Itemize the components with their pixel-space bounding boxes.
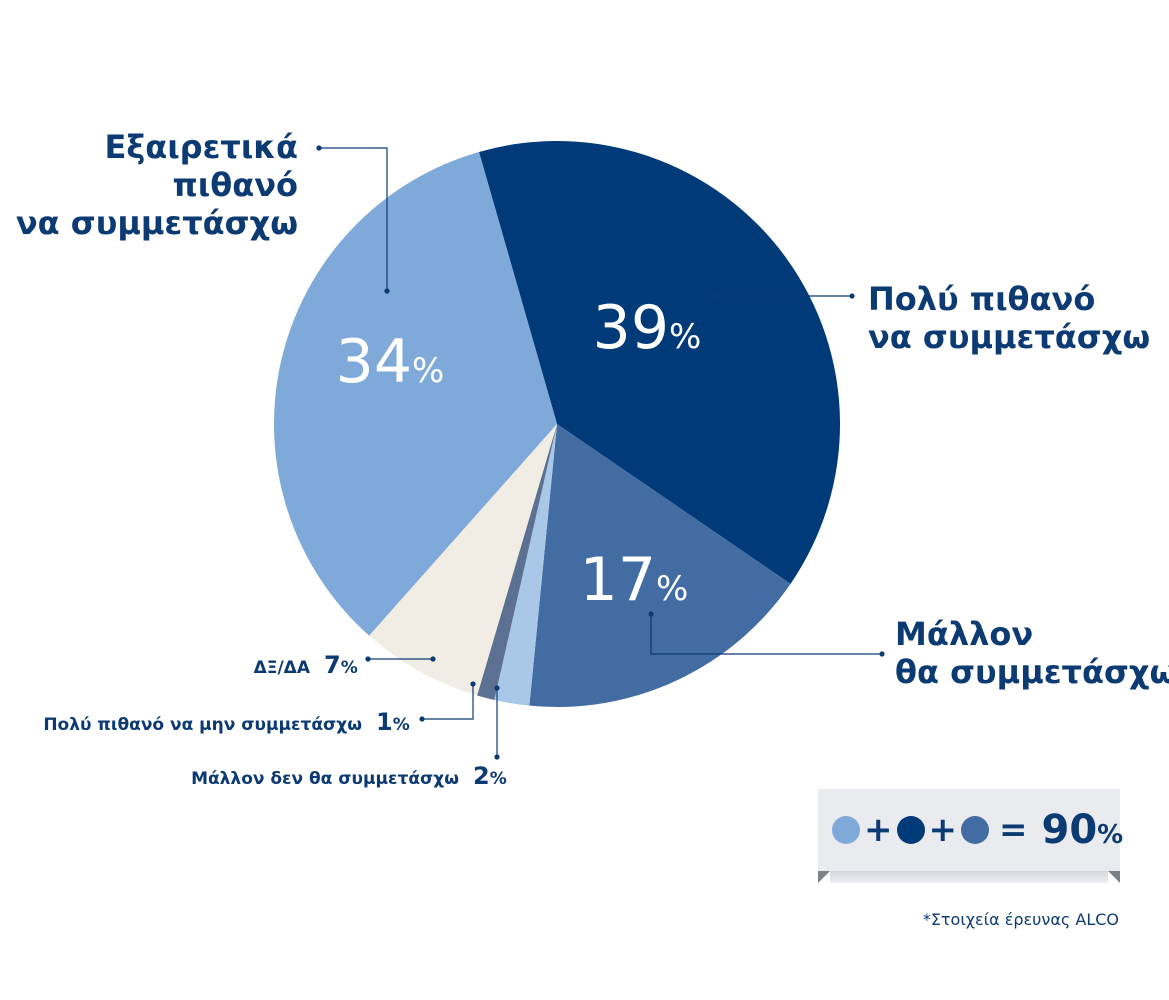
summary-total-value: 90 xyxy=(1041,807,1098,853)
leader-dk-na-dot-0 xyxy=(365,656,371,662)
value-label-very-likely: 39% xyxy=(593,293,702,363)
summary-dot-very-likely xyxy=(896,816,925,844)
leader-very-unlikely-dot-0 xyxy=(419,716,425,722)
leader-very-unlikely-dot-1 xyxy=(470,681,476,687)
summary-total: 90% xyxy=(1042,807,1124,853)
summary-dot-rather-likely xyxy=(961,816,989,844)
summary-box-shadow xyxy=(830,871,1108,883)
summary-dot-extremely-likely xyxy=(832,816,860,844)
pie-slice-3 xyxy=(477,424,557,700)
summary-plus-2: + xyxy=(928,810,958,850)
label-rather-likely: Μάλλον θα συμμετάσχω xyxy=(895,615,1169,691)
value-label-extremely-likely: 34% xyxy=(336,327,445,397)
leader-rather-likely-dot-1 xyxy=(879,651,885,657)
label-dk-na: ΔΞ/ΔΑ xyxy=(254,658,311,678)
leader-rather-not-dot-1 xyxy=(494,754,500,760)
pie-slice-1 xyxy=(529,424,791,708)
source-note: *Στοιχεία έρευνας ALCO xyxy=(922,910,1119,929)
label-extremely-likely: Εξαιρετικά πιθανό να συμμετάσχω xyxy=(16,128,298,242)
leader-rather-likely-dot-0 xyxy=(648,611,654,617)
pie-slice-4 xyxy=(369,424,557,696)
summary-equals: = xyxy=(999,810,1028,850)
summary-plus-1: + xyxy=(864,810,893,850)
leader-very-unlikely xyxy=(422,684,474,720)
label-very-likely: Πολύ πιθανό να συμμετάσχω xyxy=(868,280,1150,356)
summary-box-fold-right xyxy=(1108,871,1120,883)
leader-rather-likely xyxy=(650,614,882,655)
value-label-rather-not: 2% xyxy=(473,762,507,790)
summary-box-fold-left xyxy=(818,871,830,883)
pie-slice-5 xyxy=(273,151,557,636)
value-label-dk-na: 7% xyxy=(324,651,358,679)
value-label-very-unlikely: 1% xyxy=(376,708,410,736)
pie-slice-0 xyxy=(478,140,841,584)
value-label-rather-likely: 17% xyxy=(580,545,689,615)
leader-extremely-likely-dot-0 xyxy=(316,145,322,151)
leader-extremely-likely xyxy=(319,147,388,291)
pie-slice-2 xyxy=(494,424,557,706)
leader-rather-not-dot-0 xyxy=(494,685,500,691)
label-very-unlikely: Πολύ πιθανό να μην συμμετάσχω xyxy=(43,715,362,735)
summary-total-unit: % xyxy=(1097,820,1124,850)
leader-dk-na-dot-1 xyxy=(430,656,436,662)
leader-very-likely-dot-0 xyxy=(712,293,718,299)
leader-extremely-likely-dot-1 xyxy=(384,288,390,294)
leader-very-likely-dot-1 xyxy=(849,293,855,299)
summary-equation: + + = 90% xyxy=(832,805,1123,855)
label-rather-not: Μάλλον δεν θα συμμετάσχω xyxy=(191,769,459,789)
